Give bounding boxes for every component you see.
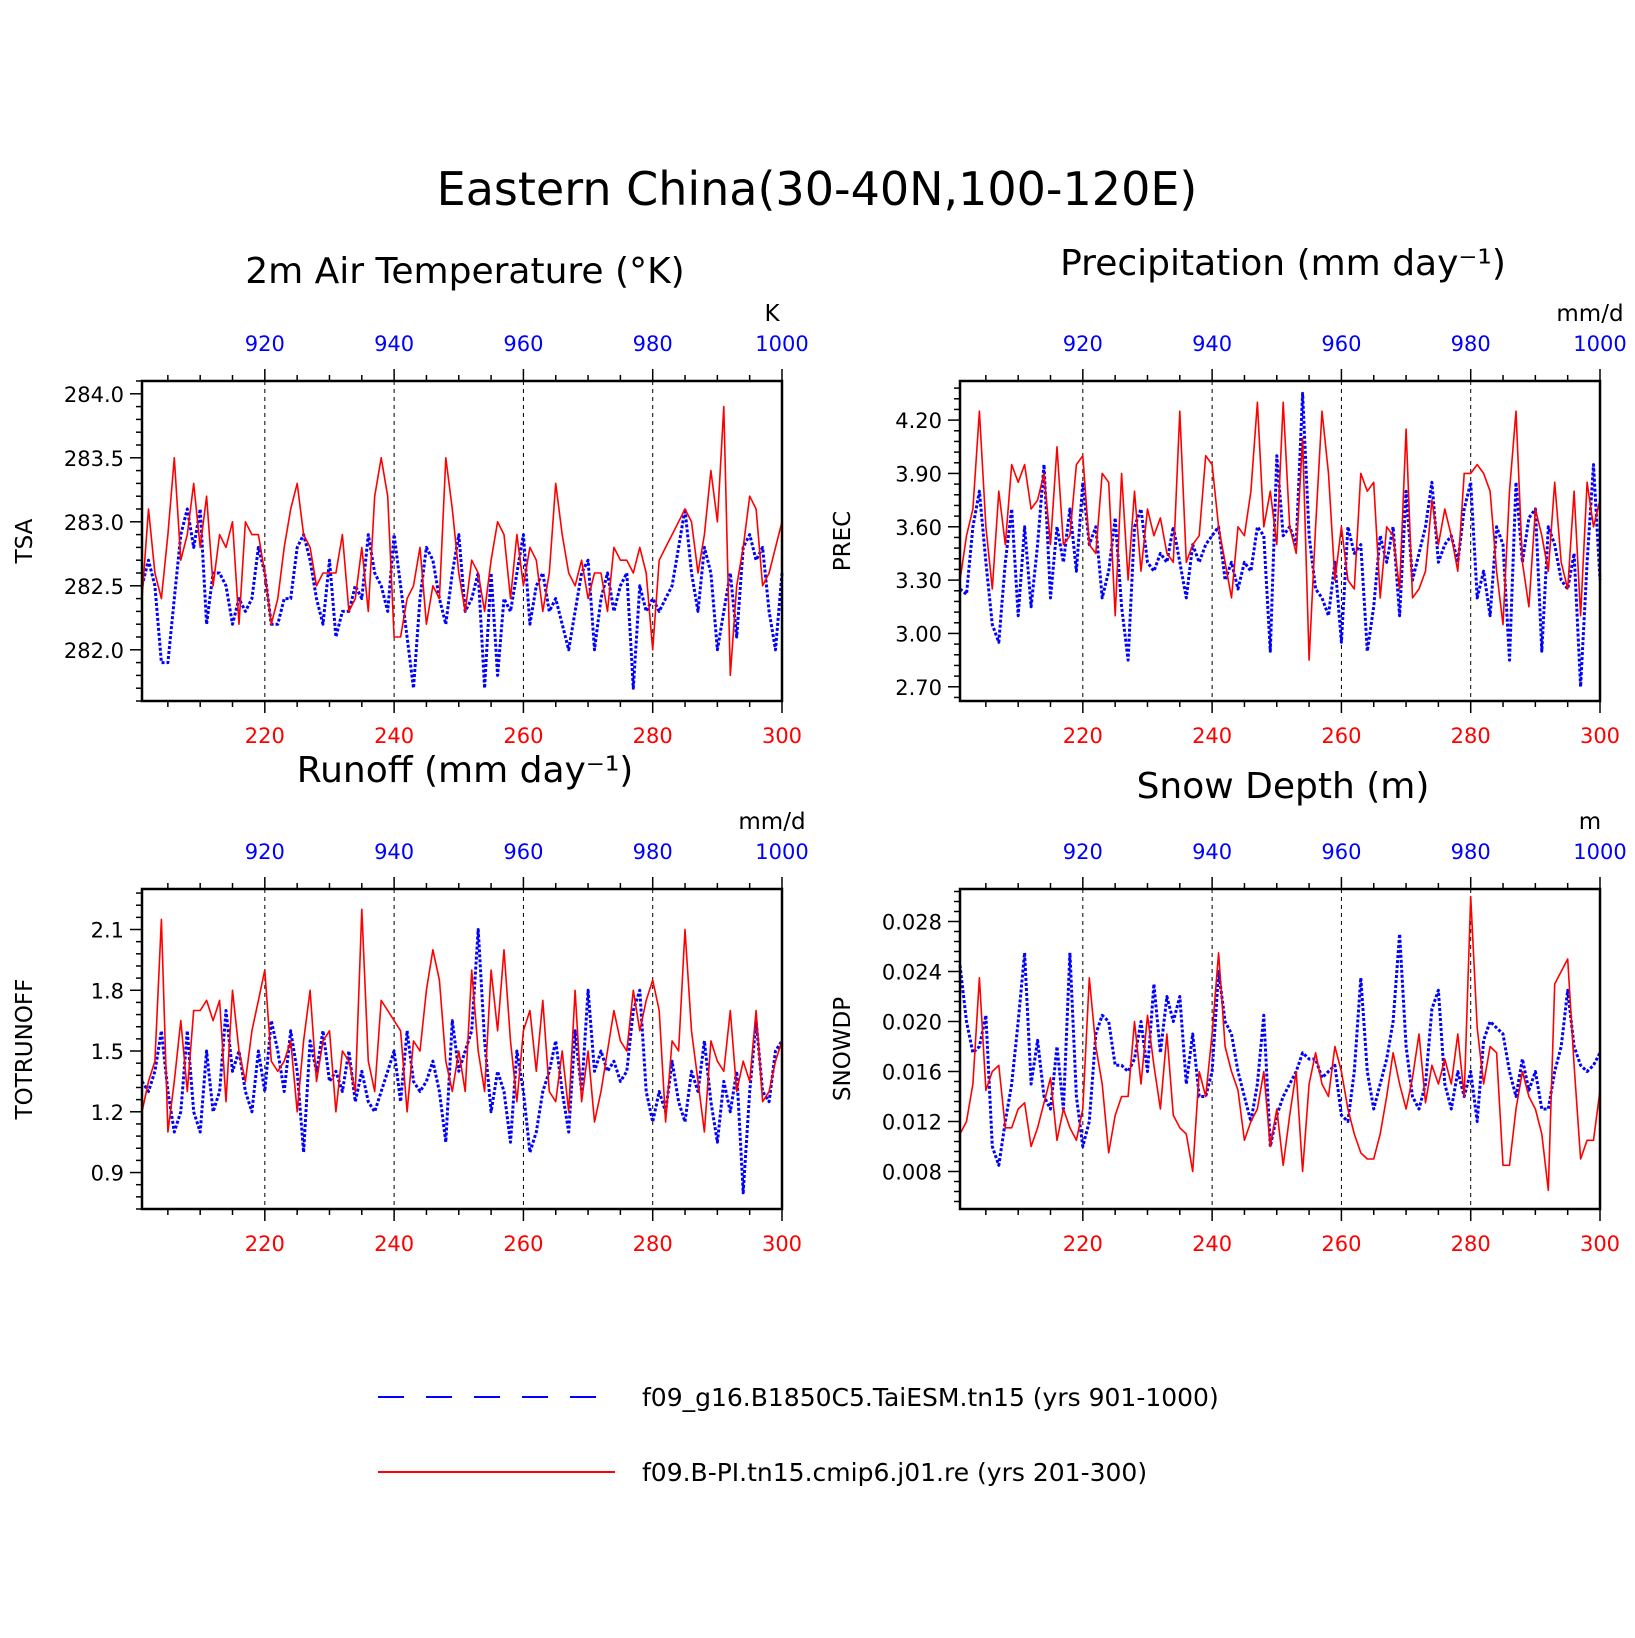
- x-tick-label-top-snowdp-960: 960: [1321, 840, 1361, 864]
- x-tick-label-top-totrunoff-940: 940: [374, 840, 414, 864]
- units-label-totrunoff: mm/d: [738, 809, 805, 835]
- x-tick-label-top-totrunoff-980: 980: [633, 840, 673, 864]
- y-tick-label-snowdp-0-012: 0.012: [882, 1111, 942, 1135]
- y-tick-label-prec-4-20: 4.20: [895, 409, 942, 433]
- panel-title-totrunoff: Runoff (mm day⁻¹): [297, 750, 634, 791]
- x-tick-label-top-totrunoff-960: 960: [503, 840, 543, 864]
- y-axis-label-totrunoff: TOTRUNOFF: [12, 979, 38, 1121]
- y-tick-label-tsa-283-5: 283.5: [64, 447, 124, 471]
- panel-prec: Precipitation (mm day⁻¹) mm/d PREC 2.70 3.00…: [830, 243, 1627, 748]
- panel-tsa: 2m Air Temperature (°K) K TSA 282.0 282.5 283…: [12, 251, 809, 748]
- panel-snowdp: Snow Depth (m) m SNOWDP 0.008 0.012 0.016 0.02…: [830, 766, 1627, 1256]
- x-tick-label-bottom-totrunoff-220: 220: [245, 1232, 285, 1256]
- x-tick-label-bottom-prec-280: 280: [1451, 724, 1491, 748]
- panels: 2m Air Temperature (°K) K TSA 282.0 282.5 283…: [12, 243, 1627, 1256]
- series-line-prec-model_a: [959, 391, 1602, 689]
- x-tick-label-top-tsa-960: 960: [503, 332, 543, 356]
- y-tick-label-totrunoff-2-1: 2.1: [91, 919, 124, 943]
- figure-title: Eastern China(30-40N,100-120E): [437, 162, 1198, 216]
- y-tick-label-tsa-283-0: 283.0: [64, 511, 124, 535]
- legend-label-taiesm: f09_g16.B1850C5.TaiESM.tn15 (yrs 901-100…: [642, 1383, 1219, 1412]
- y-axis-label-prec: PREC: [830, 511, 856, 571]
- y-tick-label-prec-3-30: 3.30: [895, 569, 942, 593]
- legend: f09_g16.B1850C5.TaiESM.tn15 (yrs 901-100…: [378, 1383, 1219, 1487]
- x-tick-label-bottom-snowdp-240: 240: [1192, 1232, 1232, 1256]
- units-label-prec: mm/d: [1556, 301, 1623, 327]
- plot-frame-tsa: [140, 379, 784, 703]
- x-tick-label-bottom-tsa-260: 260: [503, 724, 543, 748]
- y-tick-label-totrunoff-0-9: 0.9: [91, 1162, 124, 1186]
- panel-totrunoff: Runoff (mm day⁻¹) mm/d TOTRUNOFF 0.9 1.2 1.5 1…: [12, 750, 809, 1256]
- y-tick-label-snowdp-0-028: 0.028: [882, 911, 942, 935]
- y-tick-label-tsa-282-0: 282.0: [64, 639, 124, 663]
- x-tick-label-bottom-tsa-300: 300: [762, 724, 802, 748]
- y-tick-label-snowdp-0-016: 0.016: [882, 1061, 942, 1085]
- series-line-tsa-model_b: [141, 405, 783, 677]
- x-tick-label-bottom-snowdp-220: 220: [1063, 1232, 1103, 1256]
- x-tick-label-top-tsa-1000: 1000: [755, 332, 808, 356]
- legend-label-cmip6: f09.B-PI.tn15.cmip6.j01.re (yrs 201-300): [642, 1458, 1147, 1487]
- y-tick-label-totrunoff-1-5: 1.5: [91, 1040, 124, 1064]
- series-line-totrunoff-model_a: [140, 928, 784, 1195]
- plot-frame-prec: [958, 379, 1602, 703]
- y-tick-label-tsa-284-0: 284.0: [64, 383, 124, 407]
- x-tick-label-bottom-snowdp-280: 280: [1451, 1232, 1491, 1256]
- x-tick-label-bottom-prec-220: 220: [1063, 724, 1103, 748]
- x-tick-label-bottom-totrunoff-300: 300: [762, 1232, 802, 1256]
- y-tick-label-prec-3-00: 3.00: [895, 622, 942, 646]
- series-line-prec-model_b: [959, 401, 1601, 661]
- y-tick-label-prec-2-70: 2.70: [895, 676, 942, 700]
- y-tick-label-totrunoff-1-2: 1.2: [91, 1101, 124, 1125]
- panel-title-prec: Precipitation (mm day⁻¹): [1060, 243, 1506, 284]
- x-tick-label-bottom-totrunoff-280: 280: [633, 1232, 673, 1256]
- x-tick-label-top-prec-980: 980: [1451, 332, 1491, 356]
- x-tick-label-top-tsa-920: 920: [245, 332, 285, 356]
- x-tick-label-top-tsa-980: 980: [633, 332, 673, 356]
- y-tick-label-prec-3-90: 3.90: [895, 462, 942, 486]
- x-tick-label-top-tsa-940: 940: [374, 332, 414, 356]
- x-tick-label-bottom-totrunoff-260: 260: [503, 1232, 543, 1256]
- x-tick-label-bottom-snowdp-300: 300: [1580, 1232, 1620, 1256]
- x-tick-label-top-prec-920: 920: [1063, 332, 1103, 356]
- y-tick-label-snowdp-0-020: 0.020: [882, 1011, 942, 1035]
- x-tick-label-bottom-prec-300: 300: [1580, 724, 1620, 748]
- plot-frame-snowdp: [958, 887, 1602, 1211]
- series-line-snowdp-model_a: [958, 932, 1602, 1167]
- panel-title-snowdp: Snow Depth (m): [1137, 766, 1430, 807]
- x-tick-label-bottom-tsa-280: 280: [633, 724, 673, 748]
- y-tick-label-tsa-282-5: 282.5: [64, 575, 124, 599]
- panel-title-tsa: 2m Air Temperature (°K): [245, 251, 684, 292]
- x-tick-label-top-prec-940: 940: [1192, 332, 1232, 356]
- y-axis-label-tsa: TSA: [12, 518, 38, 564]
- plot-frame-totrunoff: [140, 887, 784, 1211]
- y-axis-label-snowdp: SNOWDP: [830, 997, 856, 1101]
- x-tick-label-top-snowdp-920: 920: [1063, 840, 1103, 864]
- x-tick-label-bottom-tsa-240: 240: [374, 724, 414, 748]
- x-tick-label-top-prec-1000: 1000: [1573, 332, 1626, 356]
- series-line-tsa-model_a: [140, 507, 784, 690]
- x-tick-label-top-totrunoff-920: 920: [245, 840, 285, 864]
- x-tick-label-top-snowdp-980: 980: [1451, 840, 1491, 864]
- x-tick-label-top-snowdp-1000: 1000: [1573, 840, 1626, 864]
- x-tick-label-top-prec-960: 960: [1321, 332, 1361, 356]
- x-tick-label-bottom-snowdp-260: 260: [1321, 1232, 1361, 1256]
- y-tick-label-totrunoff-1-8: 1.8: [91, 979, 124, 1003]
- units-label-snowdp: m: [1579, 809, 1601, 835]
- x-tick-label-bottom-totrunoff-240: 240: [374, 1232, 414, 1256]
- x-tick-label-bottom-prec-260: 260: [1321, 724, 1361, 748]
- x-tick-label-bottom-tsa-220: 220: [245, 724, 285, 748]
- y-tick-label-snowdp-0-008: 0.008: [882, 1161, 942, 1185]
- x-tick-label-top-totrunoff-1000: 1000: [755, 840, 808, 864]
- series-line-totrunoff-model_b: [141, 908, 783, 1133]
- y-tick-label-snowdp-0-024: 0.024: [882, 961, 942, 985]
- x-tick-label-bottom-prec-240: 240: [1192, 724, 1232, 748]
- series-line-snowdp-model_b: [959, 895, 1601, 1192]
- units-label-tsa: K: [764, 301, 780, 327]
- y-tick-label-prec-3-60: 3.60: [895, 516, 942, 540]
- x-tick-label-top-snowdp-940: 940: [1192, 840, 1232, 864]
